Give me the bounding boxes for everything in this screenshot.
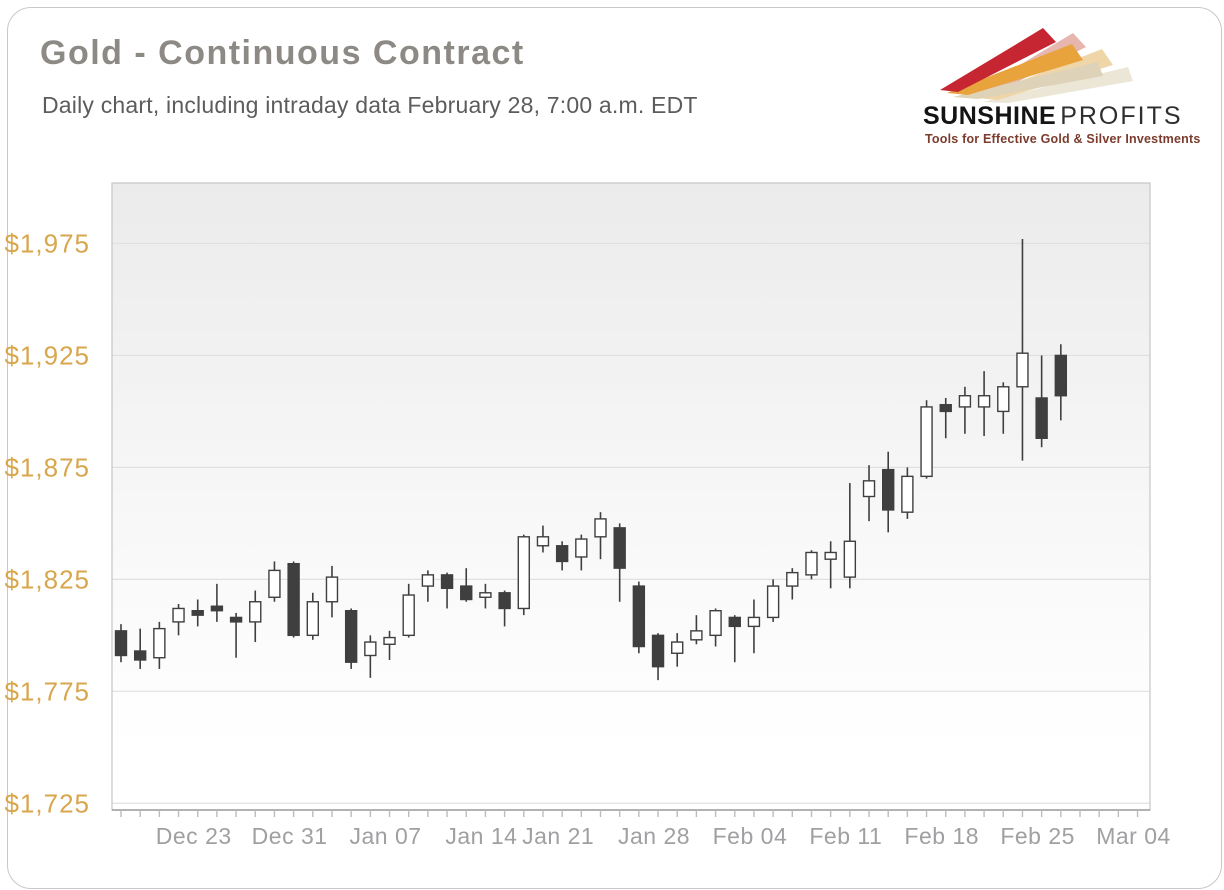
candle-up xyxy=(824,551,837,560)
candle-down xyxy=(651,634,665,668)
logo-bolts-icon xyxy=(940,28,1133,103)
candle-up xyxy=(958,395,972,408)
candle-up xyxy=(843,540,857,578)
candle-up xyxy=(1016,352,1029,388)
x-axis-label: Jan 28 xyxy=(618,823,690,849)
candle-up xyxy=(997,386,1010,413)
candle-up xyxy=(709,610,722,637)
candle-down xyxy=(1035,397,1048,439)
x-axis-label: Mar 04 xyxy=(1096,823,1171,849)
logo-bolt-cream xyxy=(953,62,1103,99)
chart-subtitle: Daily chart, including intraday data Feb… xyxy=(42,92,698,118)
candle-down xyxy=(613,527,626,569)
candle-up xyxy=(977,395,991,408)
candle-up xyxy=(325,576,339,603)
candle-up xyxy=(920,406,933,478)
logo-tagline: Tools for Effective Gold & Silver Invest… xyxy=(925,132,1201,146)
candle-up xyxy=(766,585,780,619)
candle-up xyxy=(671,641,684,654)
x-axis-label: Feb 04 xyxy=(713,823,788,849)
y-axis-label: $1,825 xyxy=(4,564,90,594)
x-axis-label: Jan 21 xyxy=(522,823,594,849)
candle-up xyxy=(901,475,914,513)
candle-down xyxy=(939,403,952,413)
candle-up xyxy=(306,601,319,637)
x-axis-label: Feb 11 xyxy=(809,823,882,849)
x-axis-label: Feb 18 xyxy=(904,823,979,849)
plot-area xyxy=(112,183,1150,810)
x-axis-label: Jan 14 xyxy=(445,823,517,849)
sunshine-profits-logo: SUNSHINE PROFITS Tools for Effective Gold… xyxy=(895,10,1201,150)
candle-down xyxy=(1054,354,1068,397)
candle-down xyxy=(882,468,895,511)
x-axis-label: Feb 25 xyxy=(1000,823,1075,849)
candle-down xyxy=(287,562,300,637)
candle-up xyxy=(364,641,377,657)
candle-down xyxy=(632,585,646,648)
x-axis-label: Dec 23 xyxy=(156,823,232,849)
candle-up xyxy=(268,569,281,598)
candle-up xyxy=(862,480,876,498)
candle-down xyxy=(440,574,454,590)
candle-up xyxy=(383,636,396,645)
candle-up xyxy=(421,574,435,587)
candle-up xyxy=(249,601,262,623)
candle-up xyxy=(747,616,761,628)
logo-brand-profits: PROFITS xyxy=(1060,102,1183,130)
candle-down xyxy=(114,630,128,657)
candle-up xyxy=(575,538,588,558)
candle-down xyxy=(555,545,569,563)
candle-down xyxy=(344,610,358,663)
page-title: Gold - Continuous Contract xyxy=(40,34,525,72)
candle-up xyxy=(172,607,185,623)
candle-up xyxy=(153,627,166,659)
candle-down xyxy=(728,616,741,628)
y-axis-label: $1,975 xyxy=(4,228,90,258)
candle-down xyxy=(460,585,473,601)
candle-up xyxy=(786,571,799,587)
logo-brand-text: SUNSHINE PROFITS xyxy=(923,102,1195,131)
candle-up xyxy=(805,551,818,576)
logo-bolt-gold xyxy=(947,44,1083,95)
candle-down xyxy=(229,616,243,623)
candle-down xyxy=(210,605,224,612)
candle-down xyxy=(498,592,511,610)
y-axis-label: $1,925 xyxy=(4,340,90,370)
x-axis-label: Dec 31 xyxy=(252,823,328,849)
candle-down xyxy=(191,610,204,616)
x-axis-label: Jan 07 xyxy=(349,823,421,849)
logo-bolt-red xyxy=(940,28,1056,92)
y-axis-label: $1,875 xyxy=(4,452,90,482)
candle-up xyxy=(594,518,607,538)
candle-up xyxy=(536,536,550,547)
candle-up xyxy=(402,594,415,637)
y-axis-label: $1,775 xyxy=(4,676,90,706)
candle-down xyxy=(133,650,147,661)
candle-up xyxy=(479,592,492,598)
candle-up xyxy=(517,536,530,610)
y-axis-label: $1,725 xyxy=(4,788,90,818)
logo-brand-sunshine: SUNSHINE xyxy=(923,102,1057,130)
candle-up xyxy=(690,630,703,641)
